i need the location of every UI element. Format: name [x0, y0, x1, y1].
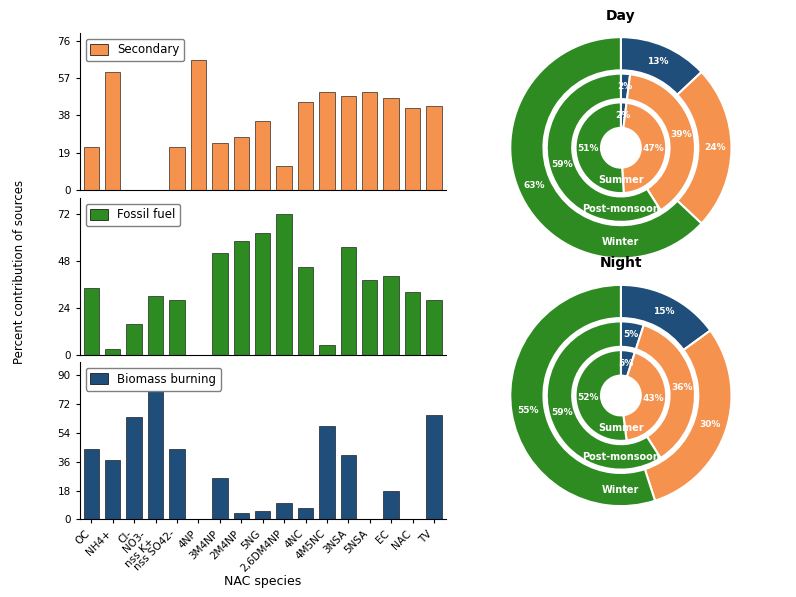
- Text: 5%: 5%: [618, 359, 634, 368]
- Wedge shape: [622, 103, 666, 193]
- Text: 52%: 52%: [578, 393, 599, 402]
- Text: 39%: 39%: [670, 130, 692, 139]
- Bar: [170, 300, 185, 355]
- Text: 47%: 47%: [642, 144, 665, 153]
- Bar: [213, 143, 228, 190]
- Title: Night: Night: [599, 257, 642, 270]
- Text: Post-monsoon: Post-monsoon: [582, 452, 660, 462]
- Bar: [213, 253, 228, 355]
- Wedge shape: [510, 37, 701, 259]
- Wedge shape: [547, 73, 661, 222]
- Text: 2%: 2%: [615, 110, 630, 119]
- Wedge shape: [547, 321, 661, 470]
- Text: 5%: 5%: [622, 330, 638, 339]
- Bar: [298, 267, 313, 355]
- Text: Winter: Winter: [603, 237, 639, 247]
- Bar: [84, 288, 99, 355]
- Bar: [341, 96, 356, 190]
- Bar: [213, 478, 228, 519]
- Text: Percent contribution of sources: Percent contribution of sources: [14, 180, 26, 364]
- Bar: [319, 426, 334, 519]
- Text: Summer: Summer: [598, 176, 644, 186]
- Bar: [255, 512, 271, 519]
- Text: 43%: 43%: [642, 394, 664, 403]
- Bar: [170, 449, 185, 519]
- Text: 51%: 51%: [578, 144, 599, 153]
- Bar: [319, 345, 334, 355]
- Bar: [105, 72, 120, 190]
- Wedge shape: [576, 350, 626, 441]
- Bar: [148, 391, 163, 519]
- Text: 30%: 30%: [700, 420, 721, 429]
- Bar: [255, 121, 271, 190]
- Bar: [319, 92, 334, 190]
- Bar: [148, 296, 163, 355]
- Wedge shape: [576, 103, 624, 193]
- Wedge shape: [621, 73, 630, 100]
- Text: Post-monsoon: Post-monsoon: [582, 204, 660, 214]
- Bar: [127, 324, 142, 355]
- Bar: [384, 491, 399, 519]
- Text: 24%: 24%: [704, 143, 726, 152]
- Bar: [362, 92, 377, 190]
- Wedge shape: [621, 321, 644, 349]
- Bar: [276, 503, 292, 519]
- Bar: [341, 456, 356, 519]
- Title: Day: Day: [606, 9, 636, 23]
- Bar: [105, 349, 120, 355]
- Wedge shape: [636, 325, 695, 458]
- Wedge shape: [621, 103, 626, 128]
- Text: 36%: 36%: [671, 383, 693, 392]
- Bar: [427, 106, 442, 190]
- Text: 63%: 63%: [524, 181, 545, 190]
- Bar: [233, 137, 249, 190]
- Bar: [341, 247, 356, 355]
- X-axis label: NAC species: NAC species: [224, 575, 302, 588]
- Bar: [384, 98, 399, 190]
- Text: 13%: 13%: [647, 57, 669, 66]
- Text: 55%: 55%: [517, 406, 539, 415]
- Bar: [276, 167, 292, 190]
- Bar: [105, 460, 120, 519]
- Bar: [362, 281, 377, 355]
- Bar: [233, 513, 249, 519]
- Wedge shape: [621, 285, 710, 350]
- Bar: [405, 292, 420, 355]
- Bar: [276, 214, 292, 355]
- Bar: [127, 417, 142, 519]
- Legend: Biomass burning: Biomass burning: [85, 368, 221, 390]
- Bar: [191, 60, 206, 190]
- Wedge shape: [621, 350, 635, 377]
- Wedge shape: [510, 285, 655, 506]
- Wedge shape: [627, 74, 695, 210]
- Bar: [84, 449, 99, 519]
- Bar: [384, 276, 399, 355]
- Text: Winter: Winter: [603, 485, 639, 494]
- Wedge shape: [621, 37, 701, 95]
- Bar: [233, 241, 249, 355]
- Bar: [170, 147, 185, 190]
- Bar: [427, 415, 442, 519]
- Wedge shape: [645, 331, 732, 501]
- Bar: [255, 233, 271, 355]
- Text: 59%: 59%: [551, 161, 573, 170]
- Legend: Fossil fuel: Fossil fuel: [85, 204, 181, 226]
- Bar: [298, 101, 313, 190]
- Text: 15%: 15%: [653, 307, 674, 316]
- Bar: [427, 300, 442, 355]
- Wedge shape: [677, 72, 732, 223]
- Bar: [84, 147, 99, 190]
- Bar: [405, 107, 420, 190]
- Legend: Secondary: Secondary: [85, 39, 185, 61]
- Text: Summer: Summer: [598, 423, 644, 433]
- Text: 59%: 59%: [551, 408, 573, 417]
- Wedge shape: [623, 352, 666, 441]
- Text: 2%: 2%: [617, 82, 632, 91]
- Bar: [298, 508, 313, 519]
